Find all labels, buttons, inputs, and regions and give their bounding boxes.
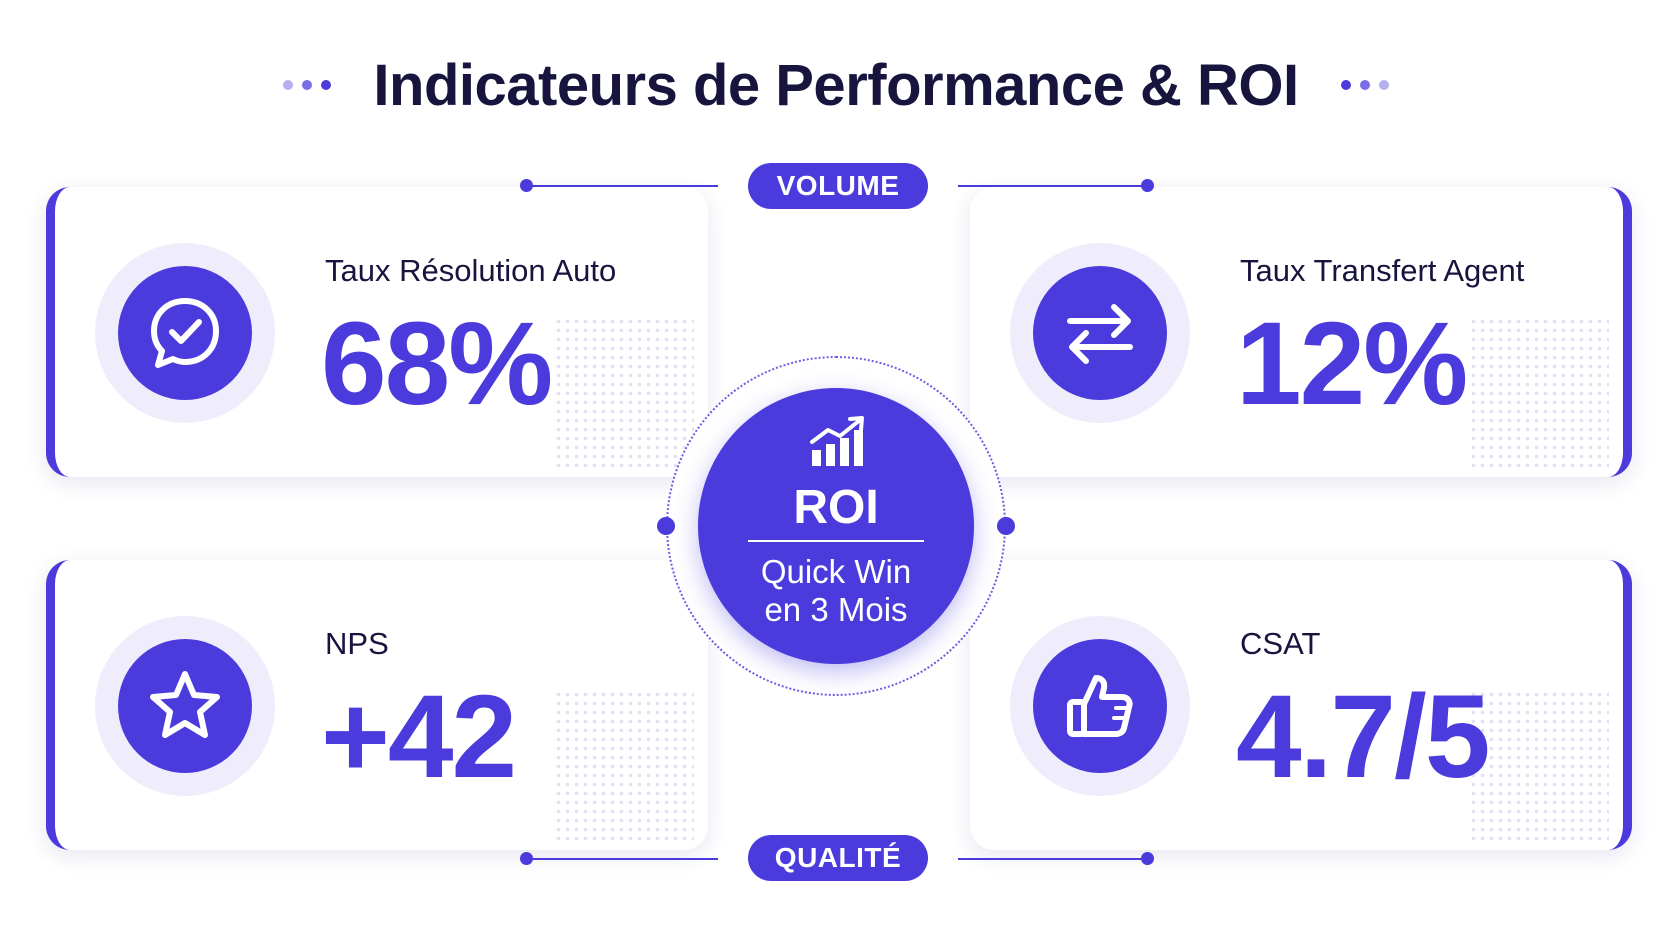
top-right-connector-dot: [1141, 179, 1154, 192]
card-label: Taux Transfert Agent: [1240, 253, 1525, 288]
growth-chart-icon: [810, 416, 864, 466]
bottom-left-connector: [526, 858, 718, 860]
title-dots-left: [283, 80, 332, 90]
card-csat: CSAT 4.7/5: [970, 560, 1632, 850]
bottom-left-connector-dot: [520, 852, 533, 865]
top-left-connector: [526, 185, 718, 187]
roi-title: ROI: [793, 481, 879, 534]
icon-halo: [1010, 616, 1190, 796]
card-value: 4.7/5: [1236, 671, 1490, 803]
icon-halo: [95, 243, 275, 423]
card-value: 68%: [321, 298, 553, 430]
roi-divider: [748, 540, 924, 542]
chat-check-icon: [118, 266, 252, 400]
roi-ring-dot-right: [997, 517, 1015, 535]
roi-subtitle: Quick Win en 3 Mois: [698, 553, 974, 629]
icon-halo: [1010, 243, 1190, 423]
dot-pattern: [1469, 317, 1609, 467]
card-label: CSAT: [1240, 626, 1321, 661]
card-value: +42: [321, 671, 517, 803]
dot-pattern: [554, 317, 694, 467]
title-row: Indicateurs de Performance & ROI: [0, 40, 1672, 130]
star-icon: [118, 639, 252, 773]
transfer-arrows-icon: [1033, 266, 1167, 400]
card-agent-transfer: Taux Transfert Agent 12%: [970, 187, 1632, 477]
roi-subtitle-line1: Quick Win: [760, 553, 912, 590]
top-right-connector: [958, 185, 1148, 187]
dot-pattern: [554, 690, 694, 840]
roi-circle: ROI Quick Win en 3 Mois: [698, 388, 974, 664]
icon-halo: [95, 616, 275, 796]
roi-subtitle-line2: en 3 Mois: [764, 591, 908, 628]
top-left-connector-dot: [520, 179, 533, 192]
bottom-right-connector-dot: [1141, 852, 1154, 865]
card-nps: NPS +42: [46, 560, 708, 850]
title-dots-right: [1340, 80, 1389, 90]
card-value: 12%: [1236, 298, 1468, 430]
thumbs-up-icon: [1033, 639, 1167, 773]
quality-tag: QUALITÉ: [748, 835, 928, 881]
volume-tag: VOLUME: [748, 163, 928, 209]
dot-pattern: [1469, 690, 1609, 840]
card-auto-resolution: Taux Résolution Auto 68%: [46, 187, 708, 477]
page-title: Indicateurs de Performance & ROI: [373, 52, 1299, 118]
bottom-right-connector: [958, 858, 1148, 860]
roi-ring-dot-left: [657, 517, 675, 535]
card-label: NPS: [325, 626, 389, 661]
card-label: Taux Résolution Auto: [325, 253, 617, 288]
roi-badge: ROI Quick Win en 3 Mois: [657, 356, 1015, 696]
